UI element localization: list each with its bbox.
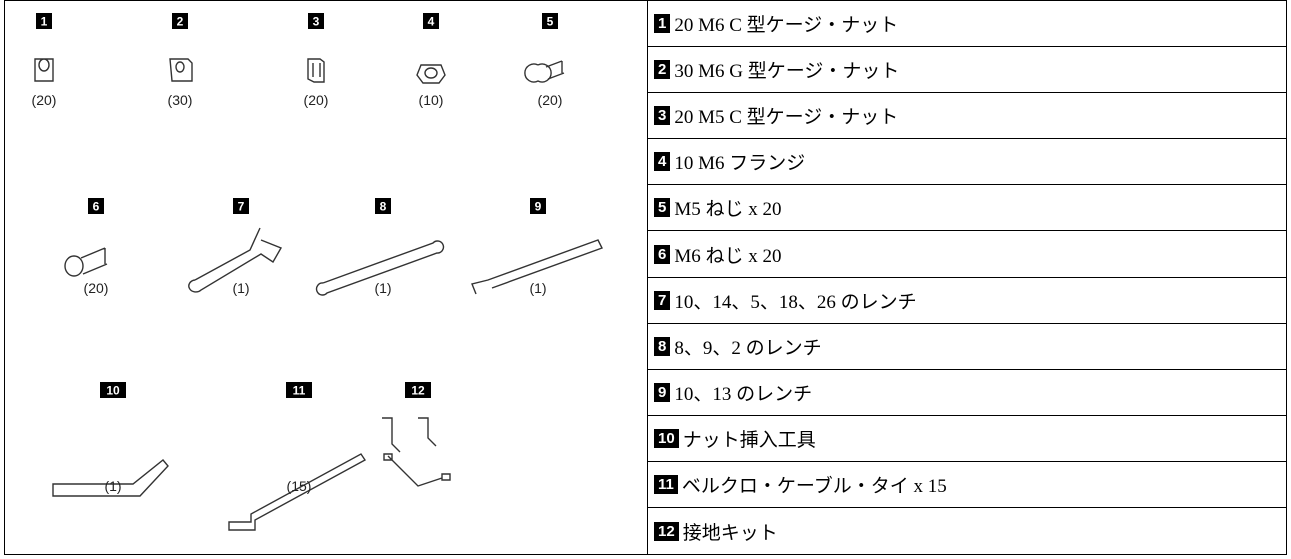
row-text: ベルクロ・ケーブル・タイ x 15: [681, 476, 947, 497]
part-drawing: [169, 58, 193, 82]
list-row: 6 M6 ねじ x 20: [648, 232, 1286, 278]
list-row: 8 8、9、2 のレンチ: [648, 324, 1286, 370]
part: 6 (20): [64, 198, 109, 296]
badge-box: [530, 198, 546, 214]
count-label: (1): [232, 280, 249, 296]
badge-box: [88, 198, 104, 214]
count-label: (20): [84, 280, 109, 296]
badge-box: [405, 382, 431, 398]
row-badge: 1: [654, 14, 671, 33]
badge-box: [423, 13, 439, 29]
part-drawing: [64, 247, 108, 277]
badge-box: [542, 13, 558, 29]
list-row: 1 20 M6 C 型ケージ・ナット: [648, 1, 1286, 47]
part: 8 (1): [315, 198, 445, 296]
part: 7 (1): [188, 198, 283, 296]
row-badge: 5: [654, 198, 671, 218]
part-drawing: [307, 58, 325, 83]
count-label: (20): [304, 92, 329, 108]
count-label: (10): [419, 92, 444, 108]
row-badge: 6: [654, 244, 671, 264]
list-row: 5 M5 ねじ x 20: [648, 185, 1286, 232]
list-row: 4 10 M6 フランジ: [648, 139, 1286, 186]
row-text: M5 ねじ x 20: [674, 199, 782, 221]
list-row: 3 20 M5 C 型ケージ・ナット: [648, 93, 1286, 140]
part-drawing: [52, 459, 169, 497]
row-text: 10、14、5、18、26 のレンチ: [674, 291, 917, 313]
part: 4 (10): [416, 13, 446, 108]
list-row: 2 30 M6 G 型ケージ・ナット: [648, 47, 1286, 94]
row-text: 8、9、2 のレンチ: [674, 337, 822, 359]
row-text: 10、13 のレンチ: [674, 383, 813, 405]
badge-box: [172, 13, 188, 29]
part-drawing: [34, 58, 54, 82]
badge-box: [36, 13, 52, 29]
row-text: 10 M6 フランジ: [674, 153, 806, 175]
badge-label: 9: [535, 200, 542, 214]
part-drawing: [382, 417, 451, 487]
count-label: (20): [538, 92, 563, 108]
count-label: (1): [529, 280, 546, 296]
row-badge: 9: [654, 382, 671, 402]
row-badge: 11: [654, 475, 678, 494]
part-drawing: [471, 239, 603, 295]
badge-box: [100, 382, 126, 398]
part-drawing: [188, 227, 283, 293]
part: 5 (20): [524, 13, 565, 108]
badge-box: [308, 13, 324, 29]
part-drawing: [524, 60, 565, 83]
badge-box: [375, 198, 391, 214]
part-drawing: [315, 240, 445, 296]
row-badge: 7: [654, 290, 671, 310]
count-label: (15): [287, 478, 312, 494]
badge-label: 2: [177, 15, 184, 29]
row-badge: 10: [654, 428, 679, 448]
badge-label: 8: [380, 200, 387, 214]
list-row: 10 ナット挿入工具: [648, 416, 1286, 462]
parts-list: 1 20 M6 C 型ケージ・ナット 2 30 M6 G 型ケージ・ナット 3 20 M5…: [647, 0, 1287, 555]
row-text: 20 M5 C 型ケージ・ナット: [674, 107, 899, 129]
badge-label: 1: [41, 15, 48, 29]
badge-box: [233, 198, 249, 214]
row-text: 接地キット: [682, 522, 778, 544]
part: 3 (20): [304, 13, 329, 108]
parts-illustration: 1 (20) 2 (30) 3 (20) 4 (10) 5 (20) 6 (20) 7 (1) 8 (1) 9 (…: [4, 0, 648, 555]
row-badge: 8: [654, 336, 671, 356]
list-row: 9 10、13 のレンチ: [648, 370, 1286, 416]
badge-label: 4: [428, 15, 435, 29]
part: 12: [382, 382, 451, 487]
part-drawing: [416, 64, 446, 84]
part: 1 (20): [32, 13, 57, 108]
row-badge: 4: [654, 152, 671, 172]
count-label: (30): [168, 92, 193, 108]
badge-label: 11: [293, 384, 306, 398]
badge-label: 7: [238, 200, 245, 214]
count-label: (1): [104, 478, 121, 494]
list-row: 7 10、14、5、18、26 のレンチ: [648, 278, 1286, 324]
part: 9 (1): [471, 198, 603, 296]
part: 11 (15): [228, 382, 367, 531]
illustration: 1 (20) 2 (30) 3 (20) 4 (10) 5 (20) 6 (20) 7 (1) 8 (1) 9 (…: [32, 13, 603, 531]
badge-box: [286, 382, 312, 398]
row-text: M6 ねじ x 20: [674, 245, 782, 267]
count-label: (1): [374, 280, 391, 296]
row-badge: 12: [654, 521, 679, 541]
row-text: ナット挿入工具: [682, 429, 816, 451]
part: 10 (1): [52, 382, 169, 497]
part-drawing: [228, 453, 367, 531]
badge-label: 5: [547, 15, 554, 29]
badge-label: 12: [411, 384, 425, 398]
badge-label: 6: [93, 200, 100, 214]
row-badge: 3: [654, 106, 671, 126]
row-badge: 2: [654, 60, 671, 80]
list-row: 11 ベルクロ・ケーブル・タイ x 15: [648, 462, 1286, 508]
part: 2 (30): [168, 13, 193, 108]
row-text: 20 M6 C 型ケージ・ナット: [674, 15, 899, 36]
list-row: 12 接地キット: [648, 508, 1286, 554]
badge-label: 10: [106, 384, 120, 398]
count-label: (20): [32, 92, 57, 108]
row-text: 30 M6 G 型ケージ・ナット: [674, 61, 900, 83]
badge-label: 3: [313, 15, 320, 29]
